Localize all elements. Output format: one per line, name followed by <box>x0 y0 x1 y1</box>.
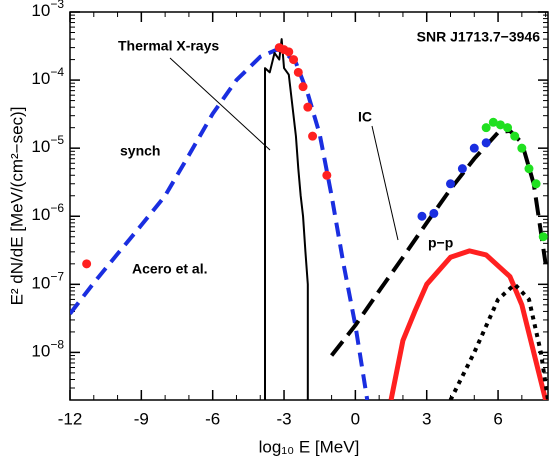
x-tick-label: -9 <box>134 409 149 428</box>
chart-title: SNR J1713.7−3946 <box>417 29 541 45</box>
curve <box>388 248 548 400</box>
data-point <box>538 232 548 242</box>
data-point <box>457 164 467 174</box>
x-axis-label: log₁₀ E [MeV] <box>259 437 360 456</box>
data-point <box>303 102 313 112</box>
data-point <box>481 138 491 148</box>
data-point <box>469 143 479 153</box>
x-tick-label: 6 <box>493 409 502 428</box>
y-tick-label: 10−3 <box>31 0 64 20</box>
data-point <box>481 123 491 133</box>
x-tick-label: 3 <box>422 409 431 428</box>
data-point <box>417 211 427 221</box>
y-tick-label: 10−4 <box>31 65 64 88</box>
x-tick-label: -12 <box>58 409 83 428</box>
data-point <box>429 208 439 218</box>
data-point <box>284 47 294 57</box>
x-tick-label: -3 <box>276 409 291 428</box>
curve <box>264 38 309 400</box>
plot-frame <box>69 11 549 401</box>
data-point <box>517 143 527 153</box>
data-point <box>322 170 332 180</box>
series-label: synch <box>120 143 160 159</box>
plot-area <box>70 38 548 400</box>
curve <box>70 47 370 400</box>
curve <box>448 282 548 400</box>
series-label: Thermal X-rays <box>118 38 219 54</box>
data-point <box>524 164 534 174</box>
y-tick-label: 10−6 <box>31 201 64 224</box>
x-tick-label: 0 <box>351 409 360 428</box>
pointer-line <box>169 57 271 151</box>
pointer-line <box>371 125 399 241</box>
y-tick-label: 10−5 <box>31 133 64 156</box>
data-point <box>503 123 513 133</box>
data-point <box>298 82 308 92</box>
series-label: p−p <box>428 235 453 251</box>
series-label: IC <box>358 109 372 125</box>
data-point <box>510 131 520 141</box>
data-point <box>289 55 299 65</box>
data-point <box>293 67 303 77</box>
data-point <box>308 131 318 141</box>
y-tick-label: 10−7 <box>31 270 64 293</box>
x-tick-label: -6 <box>205 409 220 428</box>
data-point <box>531 179 541 189</box>
data-point <box>82 259 92 269</box>
series-label: Acero et al. <box>132 261 207 277</box>
y-tick-label: 10−8 <box>31 338 64 361</box>
data-point <box>445 179 455 189</box>
y-axis-label: E² dN/dE [MeV/(cm²−sec)] <box>7 107 26 306</box>
